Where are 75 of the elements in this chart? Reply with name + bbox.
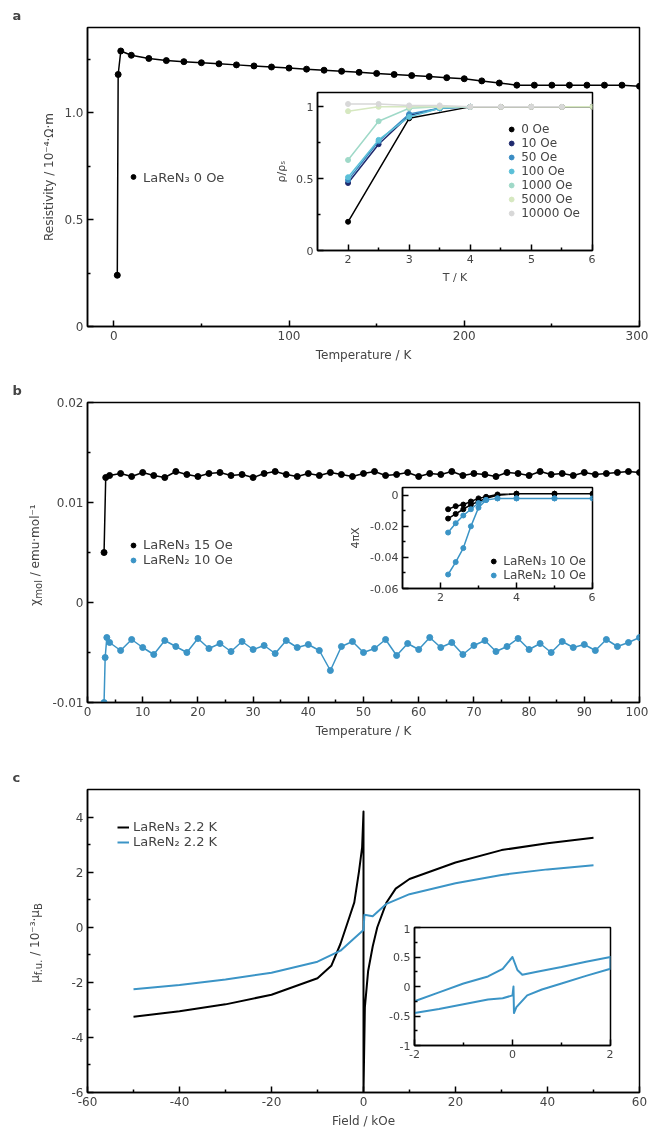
y-tick-label: 0 <box>391 489 399 503</box>
legend-label: LaReN₃ 0 Oe <box>143 169 225 184</box>
legend-label: LaReN₂ 10 Oe <box>503 568 586 582</box>
legend-label: 0 Oe <box>521 122 550 136</box>
y-tick-label: 0 <box>75 920 84 935</box>
y-tick-label: -0.06 <box>370 582 399 596</box>
legend-label: LaReN₂ 10 Oe <box>143 552 233 567</box>
x-tick-label: 70 <box>466 704 482 719</box>
chart-title: a <box>12 7 22 23</box>
legend-label: LaReN₃ 10 Oe <box>503 554 586 568</box>
x-tick-label: 30 <box>245 704 261 719</box>
x-tick-label: 10 <box>135 704 151 719</box>
x-tick-label: 0 <box>359 1094 368 1109</box>
x-tick-label: 60 <box>411 704 427 719</box>
y-tick-label: -4 <box>71 1030 84 1045</box>
x-tick-label: 0 <box>509 1047 516 1061</box>
y-tick-label: -0.5 <box>389 1010 411 1023</box>
y-tick-label: 1.0 <box>64 106 84 121</box>
x-tick-label: 2 <box>437 590 444 604</box>
y-tick-label: -2 <box>71 975 84 990</box>
x-tick-label: 100 <box>625 704 648 719</box>
x-tick-label: 4 <box>466 252 474 266</box>
legend-label: 10 Oe <box>521 136 558 150</box>
x-tick-label: 100 <box>277 328 301 343</box>
chart-title: b <box>12 382 22 398</box>
y-axis-title: 4πΧ <box>349 526 363 549</box>
x-tick-label: 3 <box>405 252 413 266</box>
x-tick-label: 2 <box>606 1047 614 1061</box>
x-tick-label: 6 <box>588 252 596 266</box>
x-tick-label: 50 <box>355 704 372 719</box>
y-tick-label: 0 <box>403 980 411 994</box>
y-tick-label: -1 <box>399 1039 411 1053</box>
x-tick-label: 20 <box>190 704 206 719</box>
x-axis-title: Temperature / K <box>314 723 413 738</box>
x-tick-label: 200 <box>452 328 476 343</box>
x-tick-label: 40 <box>539 1094 556 1109</box>
legend-label: 5000 Oe <box>521 192 573 206</box>
y-tick-label: -0.04 <box>370 551 399 565</box>
y-tick-label: 0.5 <box>393 951 411 964</box>
y-axis-title: Resistivity / 10⁻⁴·Ω·m <box>42 113 57 241</box>
y-tick-label: 1 <box>403 922 411 936</box>
x-axis-title: Temperature / K <box>314 347 413 362</box>
y-tick-label: 1 <box>306 100 314 114</box>
y-tick-label: 0.02 <box>56 396 84 410</box>
y-axis-title: ρ/ρₛ <box>275 160 289 183</box>
y-tick-label: 4 <box>75 810 84 825</box>
y-tick-label: 2 <box>75 865 84 880</box>
y-tick-label: 0.5 <box>296 172 314 186</box>
y-tick-label: -0.01 <box>52 696 84 710</box>
x-tick-label: 0 <box>109 328 118 343</box>
x-tick-label: 2 <box>344 252 352 266</box>
x-tick-label: -20 <box>261 1094 282 1109</box>
legend-label: 10000 Oe <box>521 206 580 220</box>
x-tick-label: 6 <box>588 590 596 604</box>
x-tick-label: 40 <box>300 704 316 719</box>
legend-label: LaReN₂ 2.2 K <box>133 834 218 849</box>
x-tick-label: -40 <box>169 1094 190 1109</box>
legend-label: 50 Oe <box>521 150 558 164</box>
y-tick-label: 0.01 <box>56 496 84 510</box>
chart-title: c <box>12 769 21 785</box>
x-tick-label: 90 <box>576 704 592 719</box>
x-tick-label: 5 <box>527 252 535 266</box>
legend-label: 1000 Oe <box>521 178 573 192</box>
x-axis-title: Field / kOe <box>331 1113 396 1128</box>
legend-label: LaReN₃ 2.2 K <box>133 819 218 834</box>
x-tick-label: 300 <box>625 328 648 343</box>
x-tick-label: 60 <box>631 1094 648 1109</box>
x-tick-label: 4 <box>513 590 520 604</box>
legend-label: 100 Oe <box>521 164 565 178</box>
x-tick-label: 20 <box>447 1094 464 1109</box>
y-tick-label: 0.5 <box>64 213 84 228</box>
x-tick-label: 80 <box>521 704 537 719</box>
legend-label: LaReN₃ 15 Oe <box>143 537 233 552</box>
y-tick-label: -0.02 <box>370 520 399 534</box>
x-axis-title: T / K <box>441 270 469 284</box>
